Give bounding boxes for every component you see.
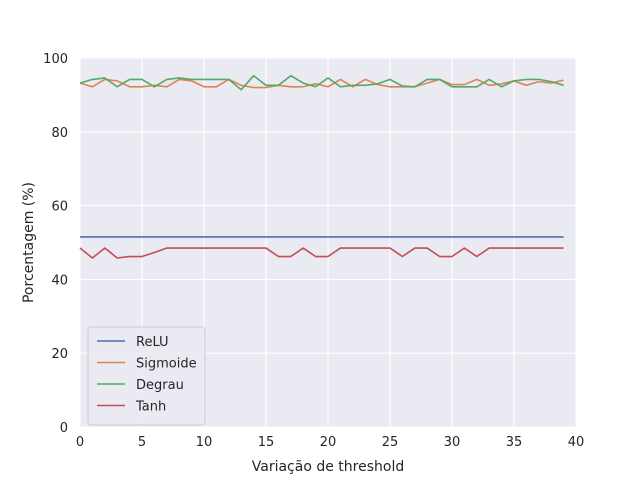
y-axis-label: Porcentagem (%) — [21, 182, 37, 303]
y-tick-label: 20 — [51, 347, 68, 362]
legend-label: Tanh — [135, 400, 166, 415]
legend: ReLU Sigmoide Degrau Tanh — [87, 326, 206, 426]
x-axis-ticks: 0 5 10 15 20 25 30 35 40 — [76, 435, 584, 450]
x-tick-label: 40 — [568, 435, 585, 450]
y-tick-label: 0 — [60, 421, 68, 436]
x-tick-label: 35 — [506, 435, 523, 450]
gridlines — [79, 57, 577, 428]
x-tick-label: 5 — [138, 435, 146, 450]
x-axis-label: Variação de threshold — [252, 459, 404, 475]
y-axis-ticks: 0 20 40 60 80 100 — [43, 52, 68, 436]
legend-label: Sigmoide — [136, 357, 197, 372]
y-tick-label: 60 — [51, 200, 68, 215]
y-tick-label: 40 — [51, 273, 68, 288]
legend-frame — [87, 326, 206, 426]
x-tick-label: 25 — [382, 435, 399, 450]
x-tick-label: 0 — [76, 435, 84, 450]
y-tick-label: 100 — [43, 52, 68, 67]
series-line-degrau — [79, 74, 564, 91]
x-tick-label: 15 — [258, 435, 275, 450]
y-tick-label: 80 — [51, 126, 68, 141]
x-tick-label: 10 — [196, 435, 213, 450]
series-lines — [79, 74, 564, 259]
x-tick-label: 30 — [444, 435, 461, 450]
series-line-tanh — [79, 247, 564, 259]
legend-label: Degrau — [136, 378, 184, 393]
legend-label: ReLU — [136, 335, 169, 350]
x-tick-label: 20 — [320, 435, 337, 450]
